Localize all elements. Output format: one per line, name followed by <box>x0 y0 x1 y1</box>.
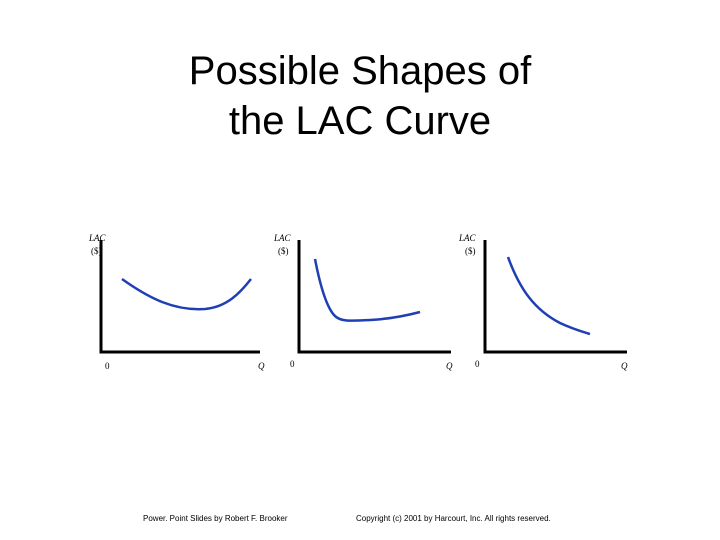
panel-3-axes <box>483 240 627 354</box>
panel-1-y-unit: ($) <box>91 246 102 256</box>
panel-3-x-label: Q <box>621 361 628 371</box>
footer-credit: Power. Point Slides by Robert F. Brooker <box>143 514 288 523</box>
slide-title-line-2: the LAC Curve <box>228 99 492 143</box>
panel-1-axes <box>99 240 260 354</box>
panel-1-y-label: LAC <box>88 233 107 243</box>
panel-declining: LAC ($) 0 Q <box>458 233 628 371</box>
slide-title-line-1: Possible Shapes of <box>188 49 532 93</box>
panel-2-y-unit: ($) <box>278 246 289 256</box>
footer-copyright: Copyright (c) 2001 by Harcourt, Inc. All… <box>356 514 551 523</box>
panel-3-origin: 0 <box>475 359 480 369</box>
panel-u-shaped: LAC ($) 0 Q <box>88 233 265 371</box>
panel-3-lac-curve <box>506 256 591 336</box>
panel-l-shaped: LAC ($) 0 Q <box>273 233 453 371</box>
slide-title: Possible Shapes of the LAC Curve <box>0 46 720 146</box>
panel-2-axes <box>297 240 451 354</box>
panel-2-lac-curve <box>313 258 421 322</box>
panel-2-origin: 0 <box>290 359 295 369</box>
panel-1-lac-curve <box>121 277 252 311</box>
panel-3-y-label: LAC <box>458 233 477 243</box>
panel-2-x-label: Q <box>446 361 453 371</box>
lac-diagrams: LAC ($) 0 Q LAC ($) 0 Q LAC ($) 0 Q <box>88 233 628 371</box>
panel-3-y-unit: ($) <box>465 246 476 256</box>
panel-2-y-label: LAC <box>273 233 292 243</box>
panel-1-origin: 0 <box>105 361 110 371</box>
panel-1-x-label: Q <box>258 361 265 371</box>
